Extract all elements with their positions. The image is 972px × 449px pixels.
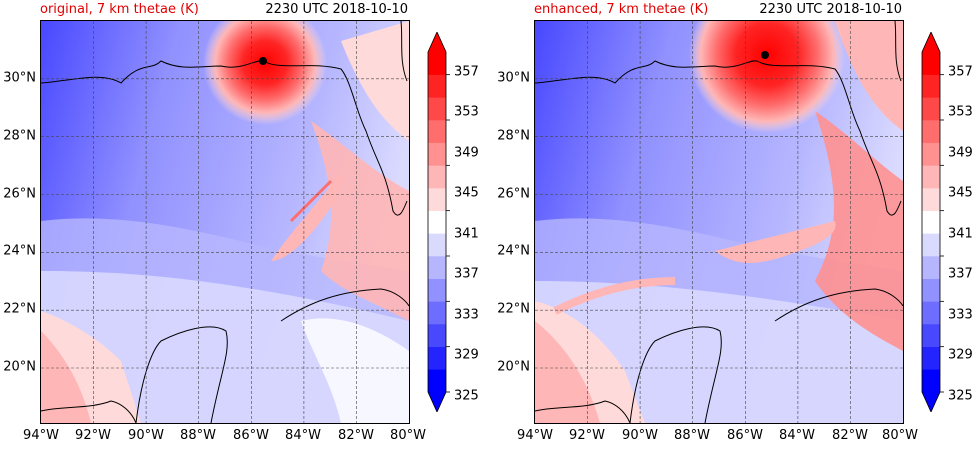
colorbar-label: 345 bbox=[454, 185, 479, 201]
colorbar-segment bbox=[428, 165, 446, 189]
colorbar-segment bbox=[428, 233, 446, 257]
colorbar-segment bbox=[428, 324, 446, 347]
colorbar-segment bbox=[428, 256, 446, 279]
lat-tick: 30°N bbox=[497, 70, 530, 86]
left-panel: original, 7 km thetae (K) 2230 UTC 2018-… bbox=[3, 2, 479, 443]
colorbar-extend-min bbox=[922, 392, 940, 412]
panel-title: enhanced, 7 km thetae (K) bbox=[534, 2, 709, 17]
colorbar-segment bbox=[428, 120, 446, 143]
lon-tick: 94°W bbox=[23, 428, 59, 443]
colorbar-label: 349 bbox=[948, 145, 972, 161]
colorbar-label: 329 bbox=[948, 347, 972, 363]
lat-tick: 30°N bbox=[3, 70, 36, 86]
panel-title: original, 7 km thetae (K) bbox=[40, 2, 199, 17]
lon-tick: 92°W bbox=[569, 428, 605, 443]
lon-tick: 92°W bbox=[75, 428, 111, 443]
colorbar-segment bbox=[922, 74, 940, 98]
lon-tick: 80°W bbox=[390, 428, 426, 443]
lon-tick: 82°W bbox=[338, 428, 374, 443]
lat-tick: 24°N bbox=[497, 243, 530, 259]
map-canvas bbox=[41, 21, 409, 423]
lon-tick: 86°W bbox=[233, 428, 269, 443]
lon-tick: 88°W bbox=[674, 428, 710, 443]
thetae-map bbox=[40, 20, 410, 424]
lat-tick: 20°N bbox=[497, 359, 530, 375]
colorbar-segment bbox=[922, 165, 940, 189]
colorbar bbox=[427, 32, 450, 412]
lon-tick: 90°W bbox=[622, 428, 658, 443]
colorbar-label: 341 bbox=[948, 226, 972, 242]
lon-tick: 84°W bbox=[779, 428, 815, 443]
colorbar-label: 357 bbox=[454, 64, 479, 80]
colorbar-segment bbox=[428, 52, 446, 75]
colorbar-segment bbox=[922, 210, 940, 234]
lat-tick: 20°N bbox=[3, 359, 36, 375]
lon-tick: 84°W bbox=[285, 428, 321, 443]
lon-tick: 90°W bbox=[128, 428, 164, 443]
colorbar-segment bbox=[922, 278, 940, 302]
lon-tick: 82°W bbox=[832, 428, 868, 443]
colorbar-segment bbox=[922, 256, 940, 279]
gridlines bbox=[535, 21, 903, 423]
colorbar-label: 341 bbox=[454, 226, 479, 242]
colorbar-segment bbox=[922, 346, 940, 370]
colorbar-extend-max bbox=[428, 32, 446, 52]
colorbar bbox=[921, 32, 944, 412]
panel-time: 2230 UTC 2018-10-10 bbox=[759, 2, 902, 17]
colorbar-label: 357 bbox=[948, 64, 972, 80]
right-panel: enhanced, 7 km thetae (K) 2230 UTC 2018-… bbox=[494, 0, 972, 449]
colorbar-segment bbox=[922, 301, 940, 325]
colorbar-segment bbox=[922, 324, 940, 347]
colorbar-segment bbox=[428, 142, 446, 166]
colorbar-label: 353 bbox=[454, 104, 479, 120]
lat-tick: 26°N bbox=[3, 186, 36, 202]
colorbar-segment bbox=[428, 278, 446, 302]
colorbar-extend-max bbox=[922, 32, 940, 52]
colorbar-segment bbox=[922, 369, 940, 393]
colorbar-segment bbox=[922, 142, 940, 166]
colorbar-label: 337 bbox=[454, 266, 479, 282]
colorbar-label: 345 bbox=[948, 185, 972, 201]
colorbar-label: 337 bbox=[948, 266, 972, 282]
lat-tick: 24°N bbox=[3, 243, 36, 259]
map-canvas bbox=[535, 21, 903, 423]
colorbar-segment bbox=[922, 233, 940, 257]
panel-time: 2230 UTC 2018-10-10 bbox=[265, 2, 408, 17]
colorbar-extend-min bbox=[428, 392, 446, 412]
storm-center-marker bbox=[761, 51, 769, 59]
thetae-map bbox=[534, 20, 904, 424]
coastline bbox=[535, 60, 902, 216]
colorbar-label: 333 bbox=[454, 307, 479, 323]
lat-tick: 28°N bbox=[3, 128, 36, 144]
gridlines bbox=[41, 21, 409, 423]
colorbar-segment bbox=[428, 301, 446, 325]
colorbar-segment bbox=[428, 74, 446, 98]
lat-tick: 22°N bbox=[497, 301, 530, 317]
colorbar-segment bbox=[428, 97, 446, 121]
lon-tick: 88°W bbox=[180, 428, 216, 443]
lon-tick: 80°W bbox=[882, 428, 918, 443]
lon-tick: 94°W bbox=[517, 428, 553, 443]
colorbar-label: 349 bbox=[454, 145, 479, 161]
lat-tick: 28°N bbox=[497, 128, 530, 144]
colorbar-segment bbox=[428, 210, 446, 234]
colorbar-label: 325 bbox=[454, 388, 479, 404]
coastline bbox=[41, 60, 408, 216]
lon-tick: 86°W bbox=[727, 428, 763, 443]
colorbar-label: 329 bbox=[454, 347, 479, 363]
colorbar-segment bbox=[428, 369, 446, 393]
colorbar-label: 325 bbox=[948, 388, 972, 404]
colorbar-segment bbox=[922, 188, 940, 211]
lat-tick: 26°N bbox=[497, 186, 530, 202]
colorbar-segment bbox=[922, 97, 940, 121]
colorbar-segment bbox=[922, 120, 940, 143]
colorbar-segment bbox=[428, 188, 446, 211]
colorbar-segment bbox=[428, 346, 446, 370]
lat-tick: 22°N bbox=[3, 301, 36, 317]
colorbar-label: 333 bbox=[948, 307, 972, 323]
colorbar-label: 353 bbox=[948, 104, 972, 120]
colorbar-segment bbox=[922, 52, 940, 75]
